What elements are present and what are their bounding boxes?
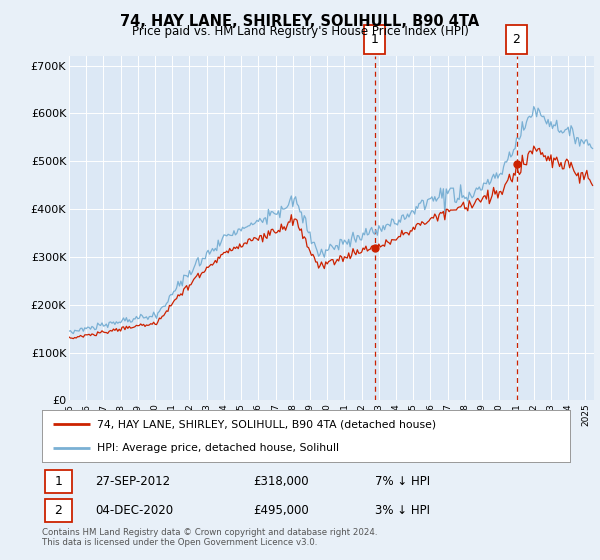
Text: £495,000: £495,000 — [253, 504, 309, 517]
FancyBboxPatch shape — [44, 470, 72, 493]
Text: Price paid vs. HM Land Registry's House Price Index (HPI): Price paid vs. HM Land Registry's House … — [131, 25, 469, 38]
Text: 2: 2 — [512, 33, 520, 46]
FancyBboxPatch shape — [506, 25, 527, 54]
Text: 74, HAY LANE, SHIRLEY, SOLIHULL, B90 4TA (detached house): 74, HAY LANE, SHIRLEY, SOLIHULL, B90 4TA… — [97, 419, 437, 430]
FancyBboxPatch shape — [44, 499, 72, 522]
Text: 1: 1 — [371, 33, 379, 46]
Text: 7% ↓ HPI: 7% ↓ HPI — [374, 475, 430, 488]
Text: 1: 1 — [55, 475, 62, 488]
FancyBboxPatch shape — [364, 25, 385, 54]
Text: 3% ↓ HPI: 3% ↓ HPI — [374, 504, 430, 517]
Text: 2: 2 — [55, 504, 62, 517]
Text: £318,000: £318,000 — [253, 475, 309, 488]
Text: 27-SEP-2012: 27-SEP-2012 — [95, 475, 170, 488]
Text: HPI: Average price, detached house, Solihull: HPI: Average price, detached house, Soli… — [97, 443, 340, 453]
Text: 74, HAY LANE, SHIRLEY, SOLIHULL, B90 4TA: 74, HAY LANE, SHIRLEY, SOLIHULL, B90 4TA — [121, 14, 479, 29]
Text: 04-DEC-2020: 04-DEC-2020 — [95, 504, 173, 517]
Text: Contains HM Land Registry data © Crown copyright and database right 2024.
This d: Contains HM Land Registry data © Crown c… — [42, 528, 377, 547]
